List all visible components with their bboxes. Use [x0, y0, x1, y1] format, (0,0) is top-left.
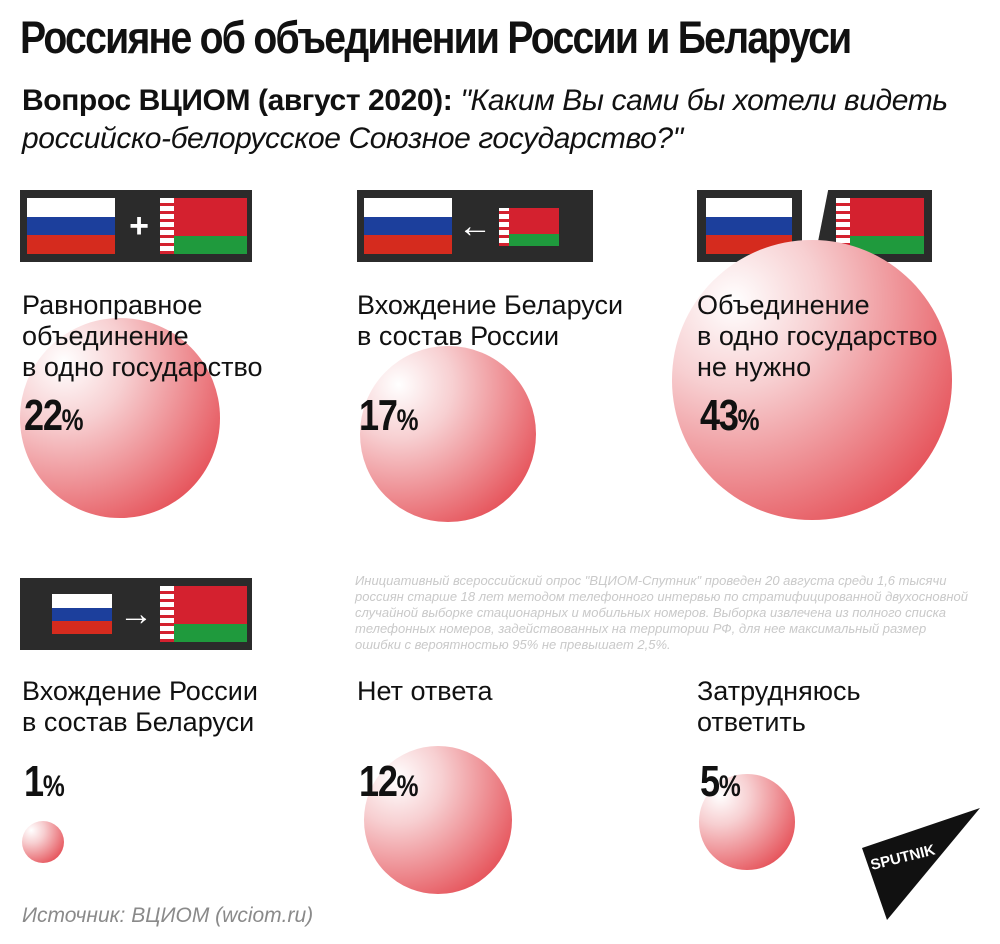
belarus-flag-icon — [160, 586, 247, 642]
category-label-belarus-joins-russia: Вхождение Беларуси в состав России — [357, 290, 624, 351]
bubble-hard-to-say — [699, 774, 795, 870]
source-note: Источник: ВЦИОМ (wciom.ru) — [22, 904, 314, 927]
bubble-equal-union — [20, 318, 220, 518]
bubble-no-answer — [364, 746, 512, 894]
value-label-hard-to-say: 5% — [700, 757, 741, 806]
russia-flag-icon — [52, 594, 112, 634]
bubble-no-union — [672, 240, 952, 520]
category-label-equal-union: Равноправное объединение в одно государс… — [22, 290, 263, 382]
belarus-flag-icon — [836, 198, 924, 254]
category-label-no-union: Объединение в одно государство не нужно — [697, 290, 938, 382]
value-label-no-answer: 12% — [359, 757, 419, 806]
plus-icon: + — [129, 207, 149, 245]
belarus-flag-icon — [499, 208, 559, 246]
flag-panel-russia-joins-belarus: → — [20, 578, 252, 650]
belarus-flag-icon — [160, 198, 247, 254]
bubble-russia-joins-belarus — [21, 820, 65, 864]
question-text: "Каким Вы сами бы хотели видеть российск… — [22, 84, 948, 155]
flag-panel-equal-union: + — [20, 190, 252, 262]
arrow-right-icon: → — [119, 595, 153, 633]
methodology-footnote: Инициативный всероссийский опрос "ВЦИОМ-… — [355, 573, 968, 652]
bubble-belarus-joins-russia — [360, 346, 536, 522]
russia-flag-icon — [364, 198, 452, 254]
category-label-russia-joins-belarus: Вхождение России в состав Беларуси — [22, 676, 258, 737]
question-label: Вопрос ВЦИОМ (август 2020): — [22, 84, 453, 117]
value-label-belarus-joins-russia: 17% — [359, 391, 419, 440]
value-label-no-union: 43% — [700, 391, 760, 440]
survey-question: Вопрос ВЦИОМ (август 2020): "Каким Вы са… — [22, 82, 982, 158]
flag-panel-belarus-joins-russia: ← — [357, 190, 593, 262]
value-label-russia-joins-belarus: 1% — [24, 757, 65, 806]
page-title: Россияне об объединении России и Беларус… — [20, 12, 852, 63]
sputnik-logo: SPUTNIK — [862, 808, 982, 928]
arrow-left-icon: ← — [458, 207, 492, 245]
category-label-no-answer: Нет ответа — [357, 676, 493, 706]
category-label-hard-to-say: Затрудняюсь ответить — [697, 676, 861, 737]
russia-flag-icon — [27, 198, 115, 254]
value-label-equal-union: 22% — [24, 391, 84, 440]
